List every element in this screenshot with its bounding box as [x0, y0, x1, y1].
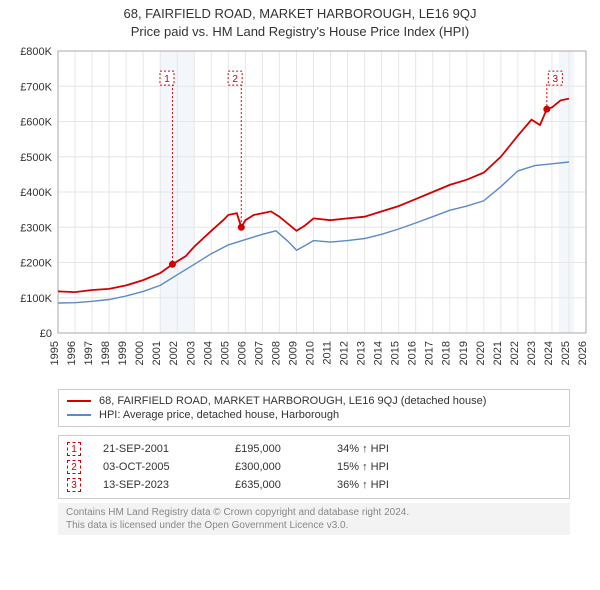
- marker-badge: 1: [67, 442, 81, 456]
- y-tick-label: £400K: [20, 187, 52, 199]
- x-tick-label: 2014: [373, 341, 385, 365]
- x-tick-label: 1999: [117, 341, 129, 365]
- x-tick-label: 2013: [356, 341, 368, 365]
- x-tick-label: 2005: [219, 341, 231, 365]
- marker-table-row: 2 03-OCT-2005 £300,000 15% ↑ HPI: [67, 458, 561, 476]
- y-tick-label: £700K: [20, 81, 52, 93]
- x-tick-label: 2011: [322, 341, 334, 365]
- marker-price: £635,000: [235, 479, 315, 491]
- x-tick-label: 2017: [424, 341, 436, 365]
- chart-title: 68, FAIRFIELD ROAD, MARKET HARBOROUGH, L…: [0, 6, 600, 21]
- chart-area: £0 £100K £200K £300K £400K £500K £600K £700K £80…: [0, 43, 600, 383]
- x-tick-label: 1997: [83, 341, 95, 365]
- y-tick-label: £100K: [20, 293, 52, 305]
- y-tick-label: £500K: [20, 152, 52, 164]
- x-tick-label: 2022: [509, 341, 521, 365]
- chart-subtitle: Price paid vs. HM Land Registry's House …: [0, 24, 600, 39]
- marker-badge: 2: [67, 460, 81, 474]
- x-tick-label: 2004: [202, 341, 214, 365]
- legend-swatch: [67, 414, 91, 416]
- y-tick-label: £0: [40, 328, 52, 340]
- x-tick-label: 1995: [49, 341, 61, 365]
- marker-1-label: 1: [164, 74, 170, 85]
- legend-label: 68, FAIRFIELD ROAD, MARKET HARBOROUGH, L…: [99, 395, 486, 407]
- marker-2-label: 2: [232, 74, 238, 85]
- y-tick-label: £300K: [20, 222, 52, 234]
- legend-label: HPI: Average price, detached house, Harb…: [99, 409, 339, 421]
- x-tick-label: 2009: [287, 341, 299, 365]
- marker-table: 1 21-SEP-2001 £195,000 34% ↑ HPI 2 03-OCT-200…: [58, 435, 570, 499]
- x-tick-label: 2016: [407, 341, 419, 365]
- legend-row: HPI: Average price, detached house, Harb…: [67, 408, 561, 422]
- x-tick-label: 2001: [151, 341, 163, 365]
- x-tick-label: 2008: [270, 341, 282, 365]
- x-tick-label: 2018: [441, 341, 453, 365]
- marker-price: £300,000: [235, 461, 315, 473]
- x-tick-label: 2024: [543, 341, 555, 365]
- x-tick-label: 2000: [134, 341, 146, 365]
- marker-pct: 15% ↑ HPI: [337, 461, 389, 473]
- x-tick-label: 2025: [560, 341, 572, 365]
- marker-price: £195,000: [235, 443, 315, 455]
- marker-date: 03-OCT-2005: [103, 461, 213, 473]
- x-tick-label: 2023: [526, 341, 538, 365]
- legend-row: 68, FAIRFIELD ROAD, MARKET HARBOROUGH, L…: [67, 394, 561, 408]
- y-tick-label: £800K: [20, 46, 52, 58]
- x-tick-label: 2006: [236, 341, 248, 365]
- x-tick-label: 2007: [253, 341, 265, 365]
- x-tick-label: 2021: [492, 341, 504, 365]
- x-tick-label: 2003: [185, 341, 197, 365]
- marker-date: 13-SEP-2023: [103, 479, 213, 491]
- legend: 68, FAIRFIELD ROAD, MARKET HARBOROUGH, L…: [58, 389, 570, 427]
- marker-table-row: 1 21-SEP-2001 £195,000 34% ↑ HPI: [67, 440, 561, 458]
- marker-1-dot: [169, 261, 176, 268]
- y-tick-label: £200K: [20, 258, 52, 270]
- x-tick-label: 2015: [390, 341, 402, 365]
- credit-line-2: This data is licensed under the Open Gov…: [66, 519, 562, 532]
- price-line-chart: £0 £100K £200K £300K £400K £500K £600K £700K £80…: [0, 43, 600, 383]
- marker-date: 21-SEP-2001: [103, 443, 213, 455]
- x-tick-label: 2010: [304, 341, 316, 365]
- marker-pct: 34% ↑ HPI: [337, 443, 389, 455]
- x-tick-label: 2020: [475, 341, 487, 365]
- legend-swatch: [67, 400, 91, 402]
- x-tick-label: 1998: [100, 341, 112, 365]
- marker-3-dot: [543, 106, 550, 113]
- data-credit: Contains HM Land Registry data © Crown c…: [58, 503, 570, 535]
- marker-pct: 36% ↑ HPI: [337, 479, 389, 491]
- x-tick-label: 2002: [168, 341, 180, 365]
- marker-3-label: 3: [553, 74, 559, 85]
- x-tick-label: 1996: [66, 341, 78, 365]
- marker-2-dot: [238, 224, 245, 231]
- chart-titles: 68, FAIRFIELD ROAD, MARKET HARBOROUGH, L…: [0, 0, 600, 43]
- y-tick-label: £600K: [20, 117, 52, 129]
- credit-line-1: Contains HM Land Registry data © Crown c…: [66, 506, 562, 519]
- x-tick-label: 2019: [458, 341, 470, 365]
- x-tick-label: 2012: [339, 341, 351, 365]
- x-tick-label: 2026: [577, 341, 589, 365]
- marker-badge: 3: [67, 478, 81, 492]
- marker-table-row: 3 13-SEP-2023 £635,000 36% ↑ HPI: [67, 476, 561, 494]
